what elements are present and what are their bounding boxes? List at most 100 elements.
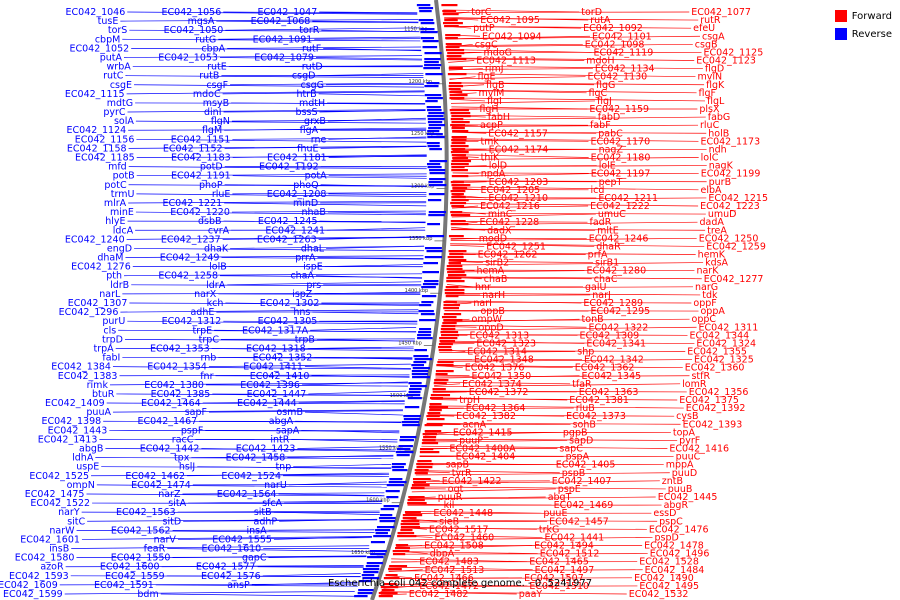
- gene-label[interactable]: pth: [106, 271, 122, 282]
- gene-label[interactable]: EC042_1392: [686, 403, 746, 414]
- gene-label[interactable]: cbpA: [201, 43, 225, 54]
- gene-label[interactable]: EC042_1216: [480, 201, 540, 212]
- gene-label[interactable]: flgJ: [597, 96, 612, 107]
- gene-label[interactable]: EC042_1344: [690, 330, 750, 341]
- gene-label[interactable]: sitB: [254, 507, 272, 518]
- gene-label[interactable]: nhaB: [302, 207, 326, 218]
- gene-label[interactable]: solA: [114, 116, 134, 127]
- gene-label[interactable]: holB: [708, 128, 729, 139]
- gene-label[interactable]: potD: [200, 162, 223, 173]
- gene-label[interactable]: EC042_1056: [162, 7, 222, 18]
- gene-label[interactable]: EC042_1170: [590, 136, 650, 147]
- gene-label[interactable]: EC042_1215: [708, 193, 768, 204]
- gene-label[interactable]: EC042_1381: [569, 395, 629, 406]
- gene-label[interactable]: EC042_1046: [66, 7, 126, 18]
- gene-label[interactable]: flgB: [486, 80, 505, 91]
- gene-label[interactable]: EC042_1180: [591, 153, 651, 164]
- gene-label[interactable]: flgC: [589, 88, 608, 99]
- gene-label[interactable]: chaC: [594, 274, 618, 285]
- gene-label[interactable]: pyrC: [103, 107, 126, 118]
- gene-label[interactable]: uspE: [76, 462, 99, 473]
- gene-label[interactable]: EC042_1563: [116, 507, 176, 518]
- gene-label[interactable]: EC042_1375: [679, 395, 739, 406]
- gene-label[interactable]: EC042_1517: [429, 524, 489, 535]
- gene-label[interactable]: fabF: [590, 120, 611, 131]
- gene-label[interactable]: rutR: [700, 15, 721, 26]
- gene-label[interactable]: EC042_1341: [586, 338, 646, 349]
- gene-label[interactable]: modD: [479, 233, 507, 244]
- gene-label[interactable]: gapC: [242, 553, 267, 564]
- gene-label[interactable]: pyrF: [679, 435, 700, 446]
- gene-label[interactable]: EC042_1467: [137, 416, 197, 427]
- gene-label[interactable]: EC042_1123: [696, 56, 756, 67]
- gene-label[interactable]: EC042_1522: [30, 498, 90, 509]
- gene-label[interactable]: fnr: [200, 371, 213, 382]
- gene-label[interactable]: mltE: [597, 225, 619, 236]
- gene-label[interactable]: EC042_1296: [59, 307, 119, 318]
- gene-label[interactable]: EC042_1464: [141, 398, 201, 409]
- gene-label[interactable]: oppD: [479, 322, 504, 333]
- gene-label[interactable]: EC042_1356: [689, 387, 749, 398]
- gene-label[interactable]: EC042_1601: [20, 534, 80, 545]
- gene-label[interactable]: puuP: [459, 435, 483, 446]
- gene-label[interactable]: rne: [311, 134, 327, 145]
- gene-label[interactable]: intR: [270, 434, 289, 445]
- gene-label[interactable]: hlyE: [105, 216, 125, 227]
- gene-label[interactable]: EC042_1311: [699, 322, 759, 333]
- gene-label[interactable]: ldhA: [72, 453, 94, 464]
- gene-label[interactable]: torD: [581, 7, 602, 18]
- gene-label[interactable]: EC042_1353: [150, 343, 210, 354]
- gene-label[interactable]: EC042_1415: [453, 427, 513, 438]
- gene-label[interactable]: trpA: [94, 343, 115, 354]
- gene-label[interactable]: csgA: [702, 31, 725, 42]
- gene-label[interactable]: msyB: [203, 98, 229, 109]
- gene-label[interactable]: EC042_1469: [554, 500, 614, 511]
- gene-label[interactable]: EC042_1250: [699, 233, 759, 244]
- gene-label[interactable]: EC042_1364: [466, 403, 526, 414]
- gene-label[interactable]: flgE: [478, 72, 496, 83]
- gene-label[interactable]: sfcA: [262, 498, 283, 509]
- gene-label[interactable]: oppF: [693, 298, 716, 309]
- gene-label[interactable]: tonB: [582, 314, 604, 325]
- gene-label[interactable]: prfA: [588, 250, 608, 261]
- gene-label[interactable]: EC042_1507: [524, 573, 584, 584]
- gene-label[interactable]: EC042_1472: [419, 581, 479, 592]
- gene-label[interactable]: hemA: [476, 266, 504, 277]
- gene-label[interactable]: EC042_1237: [161, 234, 221, 245]
- gene-label[interactable]: tpx: [174, 453, 190, 464]
- gene-label[interactable]: mviN: [698, 72, 723, 83]
- gene-label[interactable]: rluB: [576, 403, 595, 414]
- gene-label[interactable]: acnA: [463, 419, 487, 430]
- gene-label[interactable]: EC042_1559: [105, 571, 165, 582]
- gene-label[interactable]: efeU: [693, 23, 715, 34]
- gene-label[interactable]: EC042_1210: [488, 193, 548, 204]
- gene-label[interactable]: rluE: [212, 189, 231, 200]
- gene-label[interactable]: EC042_1447: [247, 389, 307, 400]
- gene-label[interactable]: ansP: [227, 580, 250, 591]
- gene-label[interactable]: EC042_1047: [258, 7, 318, 18]
- gene-label[interactable]: EC042_1363: [579, 387, 639, 398]
- gene-label[interactable]: ompW: [472, 314, 503, 325]
- gene-label[interactable]: EC042_1101: [592, 31, 652, 42]
- gene-label[interactable]: EC042_1130: [588, 72, 648, 83]
- gene-label[interactable]: narJ: [592, 290, 611, 301]
- gene-label[interactable]: EC042_1191: [171, 171, 231, 182]
- gene-label[interactable]: insA: [246, 525, 267, 536]
- gene-label[interactable]: rluC: [700, 120, 720, 131]
- gene-label[interactable]: EC042_1577: [196, 562, 256, 573]
- gene-label[interactable]: EC042_1475: [25, 489, 85, 500]
- gene-label[interactable]: rutG: [195, 34, 216, 45]
- gene-label[interactable]: sieB: [439, 516, 459, 527]
- gene-label[interactable]: mviM: [479, 88, 505, 99]
- gene-label[interactable]: chaA: [290, 271, 314, 282]
- gene-label[interactable]: ldrA: [206, 280, 226, 291]
- gene-label[interactable]: icd: [591, 185, 605, 196]
- gene-label[interactable]: EC042_1053: [158, 52, 218, 63]
- gene-label[interactable]: mgsA: [188, 16, 215, 27]
- gene-label[interactable]: trpD: [102, 334, 123, 345]
- gene-label[interactable]: EC042_1374: [462, 379, 522, 390]
- gene-label[interactable]: dsbB: [198, 216, 222, 227]
- gene-label[interactable]: EC042_1441: [545, 532, 605, 543]
- gene-label[interactable]: EC042_1355: [687, 347, 747, 358]
- gene-label[interactable]: EC042_1157: [488, 128, 548, 139]
